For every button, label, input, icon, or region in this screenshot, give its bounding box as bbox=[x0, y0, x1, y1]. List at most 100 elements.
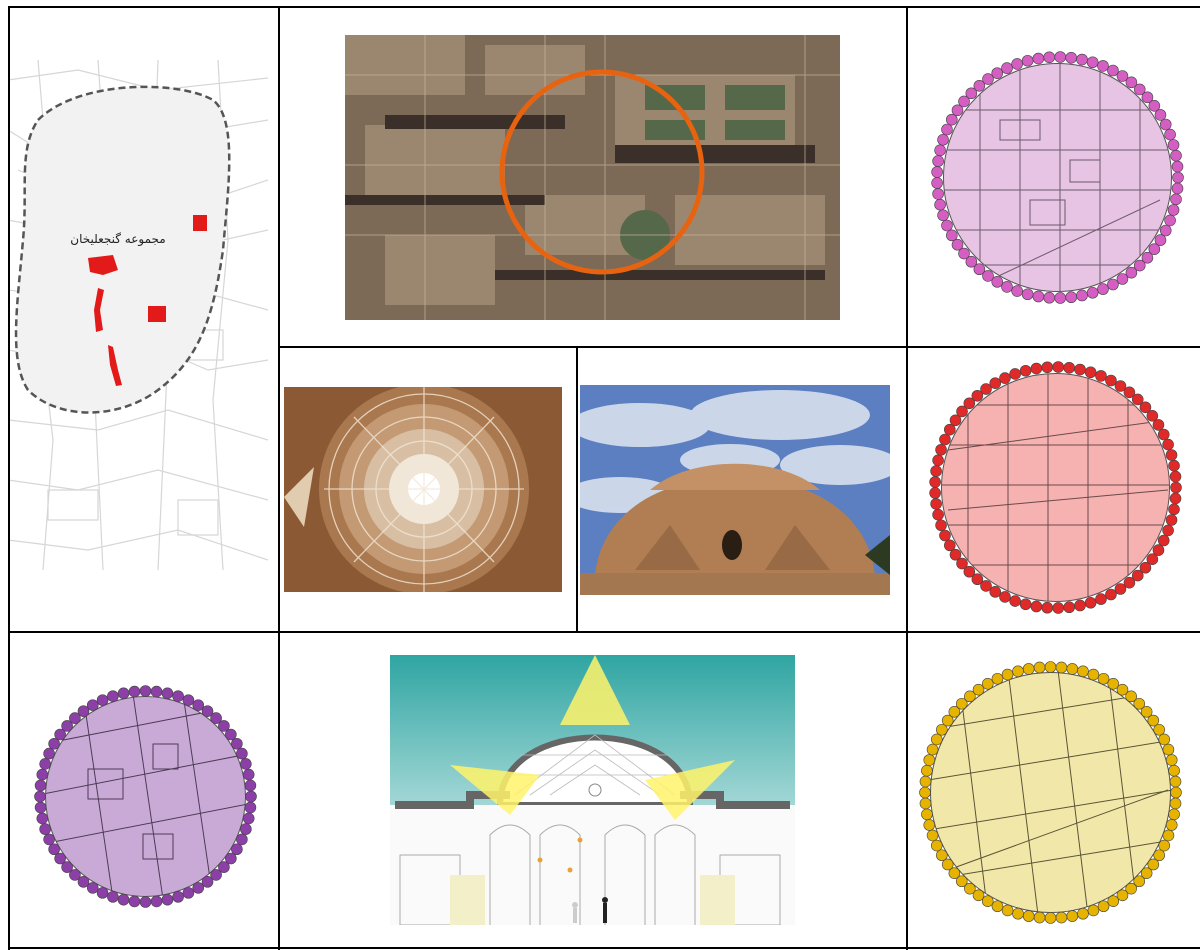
ring-bead bbox=[973, 79, 986, 92]
ring-bead bbox=[242, 768, 255, 781]
ring-bead bbox=[1107, 278, 1119, 291]
ring-bead bbox=[1159, 224, 1172, 237]
ring-bead bbox=[1054, 51, 1067, 63]
ring-bead bbox=[240, 823, 252, 835]
ring-bead bbox=[1170, 786, 1182, 799]
ring-bead bbox=[1170, 481, 1182, 494]
ring-bead bbox=[971, 573, 984, 586]
ring-bead bbox=[1125, 266, 1138, 279]
ring-bead bbox=[69, 712, 81, 724]
ring-bead bbox=[77, 705, 90, 717]
ring-bead bbox=[34, 790, 46, 803]
ring-bead bbox=[1076, 53, 1088, 66]
ring-bead bbox=[1030, 600, 1043, 613]
ring-bead bbox=[1107, 678, 1120, 690]
ring-bead bbox=[182, 694, 195, 706]
ring-bead bbox=[1147, 714, 1160, 727]
ring-bead bbox=[1087, 904, 1100, 917]
ring-bead bbox=[201, 876, 214, 888]
ring-bead bbox=[1009, 368, 1021, 380]
ring-bead bbox=[989, 586, 1002, 598]
ring-bead bbox=[1041, 601, 1054, 614]
ring-bead bbox=[86, 882, 99, 894]
ring-bead bbox=[1162, 743, 1175, 756]
ring-bead bbox=[43, 833, 55, 846]
ring-bead bbox=[965, 87, 978, 100]
ring-bead bbox=[1097, 60, 1109, 72]
ring-bead bbox=[930, 733, 943, 746]
ring-bead bbox=[941, 219, 953, 232]
ring-bead bbox=[921, 764, 933, 777]
ring-bead bbox=[941, 123, 953, 136]
ring-bead bbox=[955, 875, 968, 888]
ring-bead bbox=[1162, 524, 1174, 537]
ring-bead bbox=[1116, 683, 1129, 696]
ring-bead bbox=[932, 454, 944, 467]
ring-bead bbox=[926, 829, 939, 842]
ring-bead bbox=[1170, 149, 1182, 162]
ring-bead bbox=[1171, 160, 1184, 173]
ring-bead bbox=[932, 155, 944, 167]
ring-bead bbox=[934, 198, 946, 211]
ring-bead bbox=[1011, 58, 1023, 70]
ring-bead bbox=[244, 779, 257, 792]
ring-bead bbox=[939, 529, 951, 542]
aerial-photo bbox=[345, 35, 840, 320]
ring-bead bbox=[1116, 889, 1129, 902]
ring-bead bbox=[1055, 661, 1068, 674]
ring-bead bbox=[1170, 193, 1182, 206]
ring-bead bbox=[1107, 895, 1120, 907]
ring-bead bbox=[161, 687, 174, 700]
ring-bead bbox=[1114, 380, 1127, 392]
ring-bead bbox=[937, 133, 949, 146]
grid-line-left bbox=[8, 6, 10, 950]
ring-bead bbox=[981, 678, 994, 690]
landmark-markers bbox=[88, 215, 207, 386]
grid-line-mid bbox=[576, 346, 578, 632]
ring-bead bbox=[192, 699, 205, 711]
ring-bead bbox=[218, 861, 230, 873]
ring-bead bbox=[1133, 875, 1146, 888]
ring-bead bbox=[937, 209, 949, 222]
ring-bead bbox=[1167, 139, 1180, 151]
ring-bead bbox=[1165, 754, 1178, 766]
ring-bead bbox=[973, 263, 986, 276]
ring-bead bbox=[1032, 290, 1045, 303]
ring-bead bbox=[242, 812, 255, 825]
ring-bead bbox=[1021, 54, 1034, 67]
ring-bead bbox=[210, 869, 222, 881]
ring-bead bbox=[980, 580, 992, 592]
ring-bead bbox=[932, 508, 944, 521]
ring-bead bbox=[948, 867, 961, 879]
ring-bead bbox=[1146, 409, 1159, 422]
ring-bead bbox=[161, 893, 174, 906]
ring-bead bbox=[225, 728, 237, 741]
ring-bead bbox=[1159, 118, 1172, 131]
ring-bead bbox=[1019, 364, 1032, 377]
ring-bead bbox=[919, 775, 932, 788]
ring-bead bbox=[1043, 291, 1056, 304]
ring-bead bbox=[1001, 62, 1013, 74]
ring-bead bbox=[956, 557, 968, 570]
ring-bead bbox=[971, 389, 984, 402]
ring-bead bbox=[1162, 438, 1174, 451]
ring-bead bbox=[1168, 503, 1180, 516]
grid-line-row1 bbox=[278, 346, 1200, 348]
ring-bead bbox=[1131, 569, 1144, 582]
ring-bead bbox=[1116, 273, 1129, 285]
ring-bead bbox=[930, 839, 943, 852]
highlight-circle bbox=[499, 69, 705, 275]
ring-bead bbox=[991, 276, 1004, 288]
ring-bead bbox=[936, 849, 948, 862]
ring-bead bbox=[999, 372, 1011, 384]
ring-bead bbox=[1169, 492, 1182, 505]
ring-bead bbox=[1052, 602, 1065, 614]
ring-bead bbox=[1139, 561, 1152, 574]
ring-bead bbox=[1097, 283, 1109, 295]
ring-bead bbox=[61, 720, 73, 732]
ring-bead bbox=[150, 685, 163, 698]
ring-bead bbox=[1165, 449, 1178, 461]
ring-bead bbox=[1168, 764, 1180, 777]
ring-bead bbox=[96, 694, 109, 706]
ring-bead bbox=[117, 687, 130, 700]
